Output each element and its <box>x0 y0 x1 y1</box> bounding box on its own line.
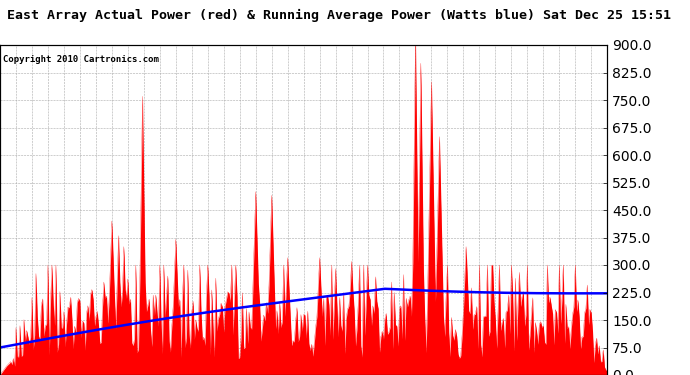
Text: Copyright 2010 Cartronics.com: Copyright 2010 Cartronics.com <box>3 55 159 64</box>
Text: East Array Actual Power (red) & Running Average Power (Watts blue) Sat Dec 25 15: East Array Actual Power (red) & Running … <box>7 9 671 22</box>
